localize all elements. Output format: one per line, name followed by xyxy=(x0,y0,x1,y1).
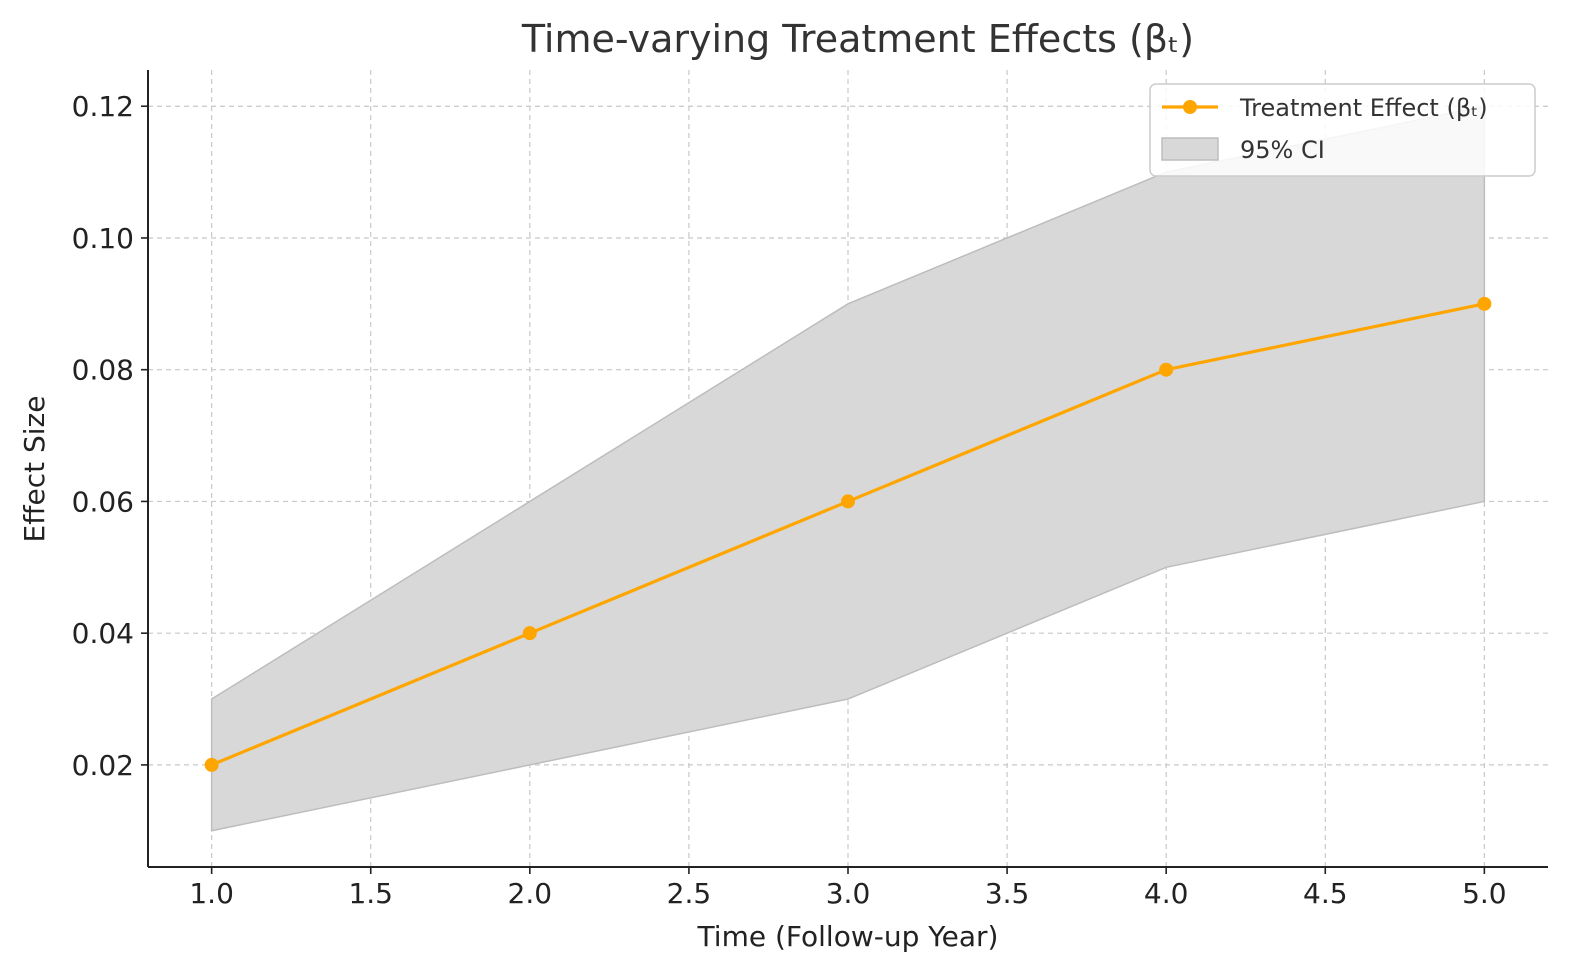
data-point xyxy=(1159,362,1174,377)
legend-marker-swatch xyxy=(1183,100,1197,114)
legend-ci-swatch xyxy=(1161,137,1219,161)
series-layer xyxy=(204,296,1492,772)
x-tick-label: 4.5 xyxy=(1303,877,1348,910)
y-tick-label: 0.02 xyxy=(72,749,134,782)
data-point xyxy=(841,494,855,509)
legend-label-treatment: Treatment Effect (βₜ) xyxy=(1239,94,1488,122)
data-point xyxy=(522,626,537,641)
x-tick-label: 3.0 xyxy=(826,877,871,910)
data-point xyxy=(1477,296,1492,311)
y-tick-label: 0.04 xyxy=(72,617,134,650)
x-tick-label: 5.0 xyxy=(1462,877,1507,910)
x-tick-label: 3.5 xyxy=(985,877,1030,910)
y-tick-label: 0.08 xyxy=(72,354,134,387)
x-tick-label: 2.5 xyxy=(667,877,712,910)
ci-band xyxy=(210,105,1486,832)
x-tick-label: 1.5 xyxy=(348,877,393,910)
legend-box xyxy=(1149,83,1536,177)
y-tick-label: 0.10 xyxy=(72,222,134,255)
chart-title: Time-varying Treatment Effects (βₜ) xyxy=(521,17,1194,61)
ticks: 1.0 1.5 2.0 2.5 3.0 3.5 4.0 4.5 5.0 0.02 0.04 0.06 0… xyxy=(72,90,1507,910)
x-tick-label: 2.0 xyxy=(508,877,553,910)
x-tick-label: 4.0 xyxy=(1144,877,1189,910)
y-tick-label: 0.12 xyxy=(72,90,134,123)
y-axis-label: Effect Size xyxy=(18,396,51,543)
x-axis-label: Time (Follow-up Year) xyxy=(697,920,999,953)
data-point xyxy=(204,757,219,772)
legend: Treatment Effect (βₜ) 95% CI xyxy=(1149,83,1536,177)
legend-label-ci: 95% CI xyxy=(1240,136,1325,164)
y-tick-label: 0.06 xyxy=(72,485,134,518)
ci-layer xyxy=(210,105,1486,832)
x-tick-label: 1.0 xyxy=(189,877,234,910)
